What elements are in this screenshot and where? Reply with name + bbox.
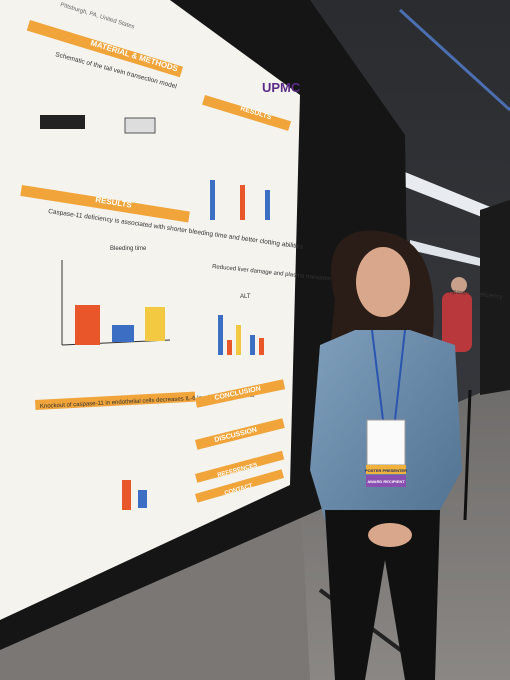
bar — [112, 325, 134, 342]
lanyard — [371, 329, 384, 421]
badge-ribbon-text: POSTER PRESENTER — [365, 468, 407, 473]
section-banner — [194, 469, 284, 503]
badge-ribbon — [366, 465, 406, 474]
section-banner — [35, 391, 196, 410]
badge-ribbon-text: AWARD RECIPIENT — [367, 479, 405, 484]
bar — [240, 185, 245, 220]
section-banner — [202, 94, 292, 131]
ceiling-beam — [398, 8, 510, 112]
section-banner — [20, 185, 190, 223]
board-leg — [463, 389, 472, 521]
bar — [218, 315, 223, 355]
badge — [366, 419, 406, 466]
section-banner — [195, 450, 285, 483]
face — [356, 247, 410, 317]
trousers — [325, 510, 440, 680]
chart-title: Bleeding time — [110, 246, 147, 252]
badge-ribbon — [366, 475, 406, 487]
bar — [265, 190, 270, 220]
background-person — [451, 277, 467, 293]
poster-board — [480, 200, 510, 395]
section-banner — [195, 379, 286, 408]
tube-icon — [124, 117, 156, 134]
background-person — [442, 292, 472, 352]
person: POSTER PRESENTER AWARD RECIPIENT — [310, 230, 462, 680]
bar — [250, 335, 255, 355]
bar — [145, 307, 165, 341]
bar — [227, 340, 232, 355]
bar — [138, 490, 147, 508]
hands — [368, 523, 412, 547]
bar — [210, 180, 215, 220]
logo: UPMC — [262, 80, 301, 95]
mouse-icon — [40, 115, 85, 129]
section-banner — [195, 418, 285, 450]
section-banner — [26, 20, 184, 78]
bar — [259, 338, 264, 355]
bar — [75, 305, 100, 345]
bar — [236, 325, 241, 355]
bar — [122, 480, 131, 510]
chart-title: ALT — [240, 294, 251, 300]
lanyard — [394, 329, 406, 421]
ceiling-light — [410, 240, 480, 266]
